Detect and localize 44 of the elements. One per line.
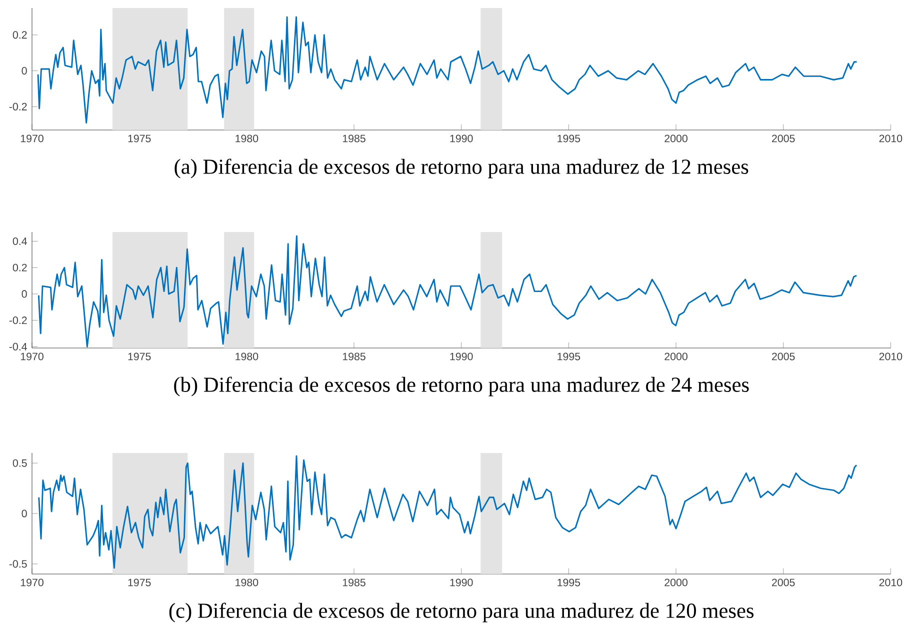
x-tick-label: 2005 <box>772 134 795 142</box>
x-tick-label: 2005 <box>772 352 795 360</box>
y-tick-label: 0.5 <box>12 459 27 467</box>
x-tick-label: 1990 <box>450 578 473 586</box>
y-tick-label: 0.4 <box>12 237 27 246</box>
y-tick-label: -0.5 <box>9 560 27 568</box>
x-tick-label: 2010 <box>879 134 902 142</box>
x-tick-label: 2010 <box>879 352 902 360</box>
y-tick-label: 0 <box>22 290 27 298</box>
y-tick-label: 0.2 <box>12 264 27 272</box>
text: (a) Diferencia de excesos de retorno para una madurez de 12 meses <box>174 158 748 178</box>
y-tick-label: -0.4 <box>9 342 27 350</box>
x-tick-label: 1975 <box>128 352 151 360</box>
line-series <box>38 235 858 348</box>
x-tick-label: 1990 <box>450 134 473 142</box>
x-tick-label: 2010 <box>879 578 902 586</box>
x-tick-label: 1970 <box>20 134 44 142</box>
x-tick-label: 1985 <box>342 352 366 360</box>
x-tick-label: 2000 <box>664 134 688 142</box>
x-tick-label: 1990 <box>450 352 473 360</box>
x-tick-label: 1980 <box>236 134 258 142</box>
x-tick-label: 1985 <box>342 578 366 586</box>
x-tick-label: 2000 <box>664 578 688 586</box>
x-tick-label: 1975 <box>128 578 151 586</box>
y-tick-label: -0.2 <box>9 102 27 110</box>
line-series <box>37 16 858 124</box>
x-tick-label: 1970 <box>20 578 44 586</box>
y-tick-label: 0 <box>22 510 27 518</box>
y-tick-label: 0 <box>22 67 27 75</box>
x-tick-label: 1975 <box>128 134 151 142</box>
x-tick-label: 2005 <box>772 578 795 586</box>
x-tick-label: 1970 <box>20 352 44 360</box>
x-tick-label: 1980 <box>236 352 258 360</box>
y-tick-label: -0.2 <box>9 316 27 324</box>
x-tick-label: 2000 <box>664 352 688 360</box>
x-tick-label: 1995 <box>558 134 580 142</box>
x-tick-label: 1995 <box>558 352 580 360</box>
line-series <box>38 455 858 569</box>
x-tick-label: 1980 <box>236 578 258 586</box>
text: (b) Diferencia de excesos de retorno para una madurez de 24 meses <box>174 376 749 396</box>
x-tick-label: 1985 <box>342 134 366 142</box>
y-tick-label: 0.2 <box>12 31 27 39</box>
x-tick-label: 1995 <box>558 578 580 586</box>
text: (c) Diferencia de excesos de retorno para una madurez de 120 meses <box>169 602 754 622</box>
